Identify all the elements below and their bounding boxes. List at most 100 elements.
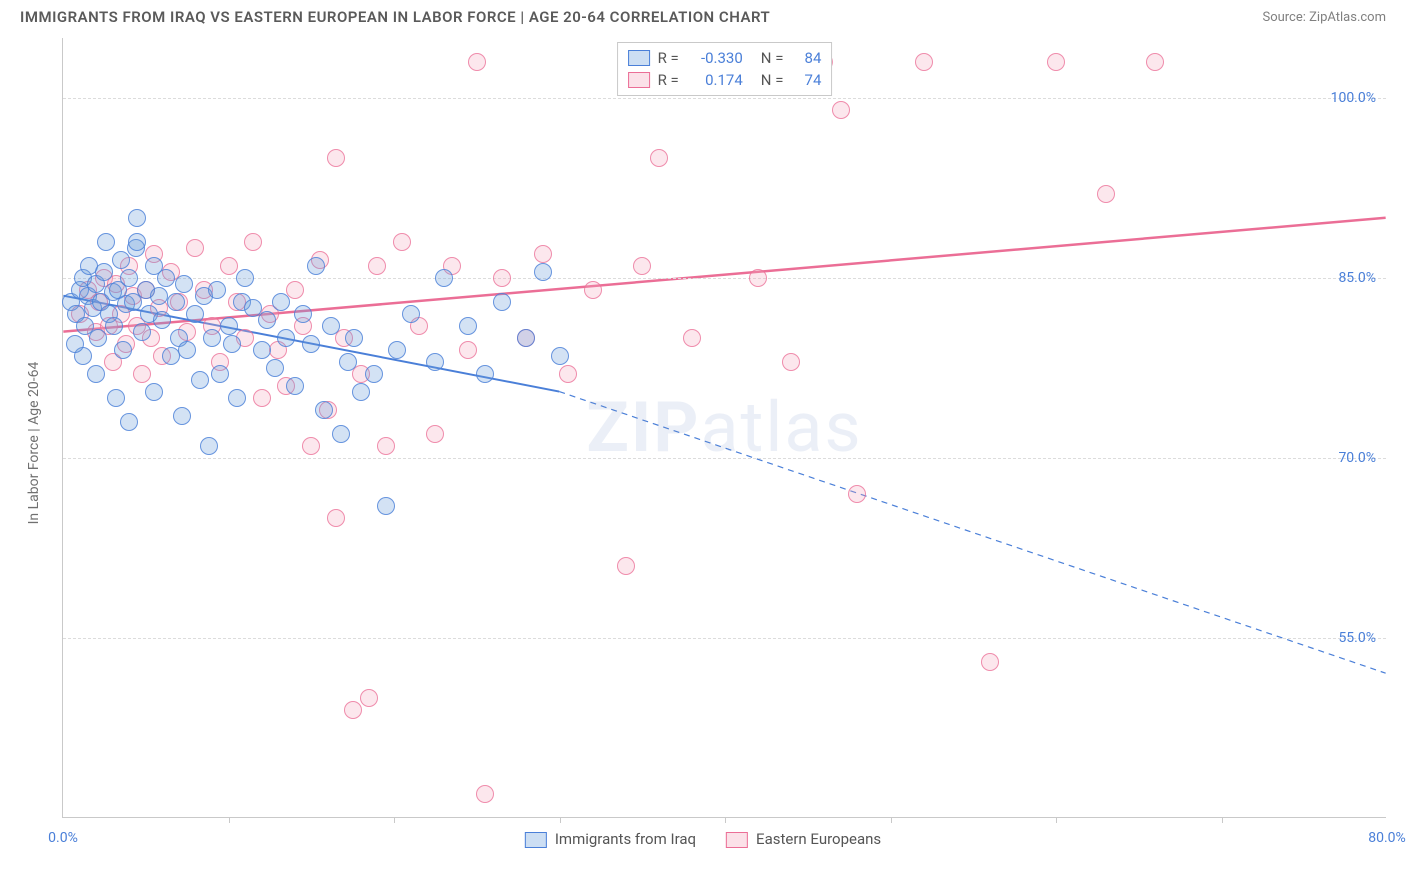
y-tick-label: 70.0% [1338, 450, 1376, 466]
data-point-blue [493, 293, 511, 311]
data-point-pink [368, 257, 386, 275]
data-point-blue [145, 383, 163, 401]
data-point-blue [150, 287, 168, 305]
data-point-pink [377, 437, 395, 455]
data-point-blue [228, 389, 246, 407]
data-point-blue [200, 437, 218, 455]
data-point-blue [517, 329, 535, 347]
data-point-pink [426, 425, 444, 443]
gridline-h [63, 458, 1386, 459]
data-point-blue [220, 317, 238, 335]
data-point-pink [220, 257, 238, 275]
legend-swatch-pink [628, 72, 650, 88]
data-point-blue [97, 233, 115, 251]
data-point-pink [244, 233, 262, 251]
data-point-blue [266, 359, 284, 377]
data-point-blue [66, 335, 84, 353]
data-point-blue [112, 251, 130, 269]
plot-area: ZIPatlas R = -0.330 N = 84 R = 0.174 N =… [62, 38, 1386, 818]
data-point-blue [253, 341, 271, 359]
x-tick [560, 817, 561, 823]
data-point-pink [1097, 185, 1115, 203]
data-point-blue [377, 497, 395, 515]
data-point-blue [87, 365, 105, 383]
legend-item-iraq: Immigrants from Iraq [525, 830, 696, 848]
data-point-blue [236, 269, 254, 287]
legend-swatch-icon [726, 832, 748, 848]
data-point-blue [332, 425, 350, 443]
data-point-pink [253, 389, 271, 407]
legend-item-eastern-european: Eastern Europeans [726, 830, 881, 848]
data-point-blue [352, 383, 370, 401]
data-point-blue [258, 311, 276, 329]
gridline-h [63, 278, 1386, 279]
data-point-blue [277, 329, 295, 347]
x-tick [891, 817, 892, 823]
y-tick-label: 100.0% [1331, 90, 1376, 106]
legend-swatch-icon [525, 832, 547, 848]
legend-swatch-blue [628, 50, 650, 66]
data-point-pink [459, 341, 477, 359]
data-point-pink [327, 509, 345, 527]
data-point-blue [114, 341, 132, 359]
data-point-blue [435, 269, 453, 287]
data-point-pink [848, 485, 866, 503]
data-point-blue [426, 353, 444, 371]
data-point-blue [272, 293, 290, 311]
data-point-pink [534, 245, 552, 263]
legend-row-blue: R = -0.330 N = 84 [628, 47, 822, 69]
data-point-pink [186, 239, 204, 257]
data-point-pink [468, 53, 486, 71]
data-point-pink [832, 101, 850, 119]
data-point-blue [339, 353, 357, 371]
series-legend: Immigrants from Iraq Eastern Europeans [525, 830, 881, 848]
data-point-pink [360, 689, 378, 707]
data-point-blue [162, 347, 180, 365]
data-point-blue [128, 233, 146, 251]
gridline-h [63, 638, 1386, 639]
x-tick [1222, 817, 1223, 823]
data-point-pink [302, 437, 320, 455]
data-point-blue [178, 341, 196, 359]
data-point-pink [476, 785, 494, 803]
y-tick-label: 85.0% [1338, 270, 1376, 286]
data-point-blue [534, 263, 552, 281]
data-point-blue [153, 311, 171, 329]
x-tick [725, 817, 726, 823]
correlation-legend: R = -0.330 N = 84 R = 0.174 N = 74 [617, 42, 833, 96]
data-point-blue [128, 209, 146, 227]
x-tick [1056, 817, 1057, 823]
data-point-blue [402, 305, 420, 323]
data-point-blue [551, 347, 569, 365]
data-point-blue [307, 257, 325, 275]
data-point-pink [981, 653, 999, 671]
legend-row-pink: R = 0.174 N = 74 [628, 69, 822, 91]
gridline-h [63, 98, 1386, 99]
data-point-pink [1047, 53, 1065, 71]
data-point-blue [133, 323, 151, 341]
source-label: Source: ZipAtlas.com [1262, 10, 1386, 25]
data-point-blue [294, 305, 312, 323]
data-point-blue [186, 305, 204, 323]
x-tick [394, 817, 395, 823]
data-point-pink [344, 701, 362, 719]
data-point-pink [393, 233, 411, 251]
data-point-blue [315, 401, 333, 419]
data-point-blue [157, 269, 175, 287]
data-point-blue [223, 335, 241, 353]
x-tick-label: 0.0% [48, 830, 78, 846]
data-point-blue [322, 317, 340, 335]
data-point-blue [105, 317, 123, 335]
data-point-blue [208, 281, 226, 299]
data-point-blue [175, 275, 193, 293]
data-point-blue [388, 341, 406, 359]
data-point-blue [95, 263, 113, 281]
y-axis-label: In Labor Force | Age 20-64 [26, 362, 42, 525]
page-title: IMMIGRANTS FROM IRAQ VS EASTERN EUROPEAN… [20, 8, 770, 26]
chart-container: In Labor Force | Age 20-64 ZIPatlas R = … [20, 38, 1386, 848]
x-tick [229, 817, 230, 823]
data-point-blue [286, 377, 304, 395]
data-point-pink [650, 149, 668, 167]
data-point-pink [782, 353, 800, 371]
data-point-pink [749, 269, 767, 287]
